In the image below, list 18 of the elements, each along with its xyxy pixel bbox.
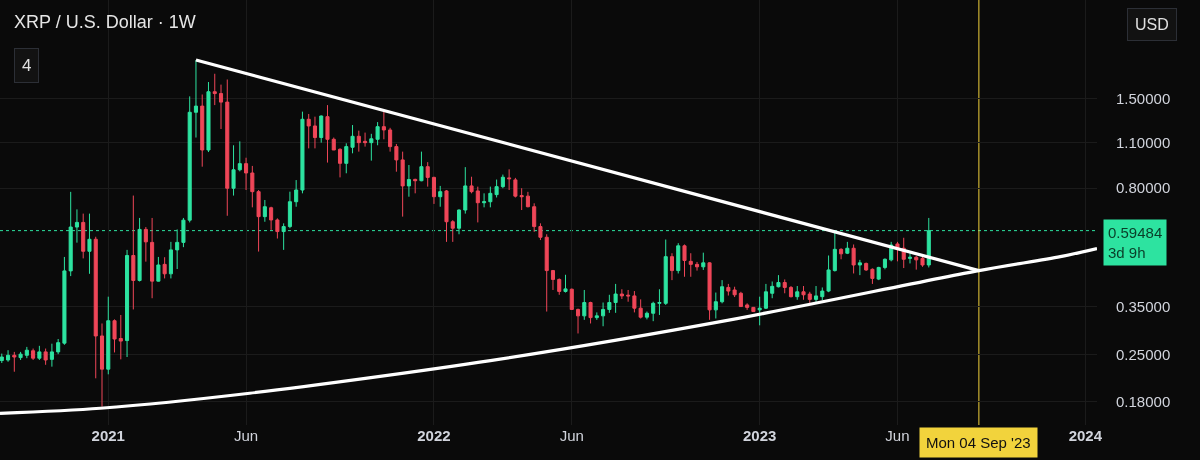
- x-tick-label: Jun: [885, 427, 910, 444]
- x-tick-label: 2023: [742, 427, 777, 444]
- x-tick-label: 2022: [417, 427, 451, 444]
- y-tick-label: 0.35000: [1116, 297, 1171, 315]
- x-tick-label: 2021: [91, 427, 125, 444]
- y-tick-label: 0.80000: [1116, 179, 1171, 197]
- ref-line-label: Mon 04 Sep '23: [926, 434, 1031, 451]
- y-tick-label: 0.18000: [1116, 392, 1171, 410]
- y-tick-label: 1.50000: [1116, 89, 1171, 107]
- x-tick-label: Jun: [233, 427, 259, 444]
- text: XRP / U.S. Dollar · 1W: [14, 12, 196, 33]
- x-tick-label: Jun: [559, 427, 584, 444]
- y-tick-label: 0.25000: [1116, 345, 1171, 363]
- text: USD: [1135, 16, 1169, 33]
- annotation: 4: [22, 56, 32, 75]
- x-tick-label: 2024: [1068, 427, 1103, 444]
- ref-line-label: 0.59484 3d 9h: [1108, 224, 1163, 261]
- y-tick-label: 1.10000: [1116, 133, 1171, 151]
